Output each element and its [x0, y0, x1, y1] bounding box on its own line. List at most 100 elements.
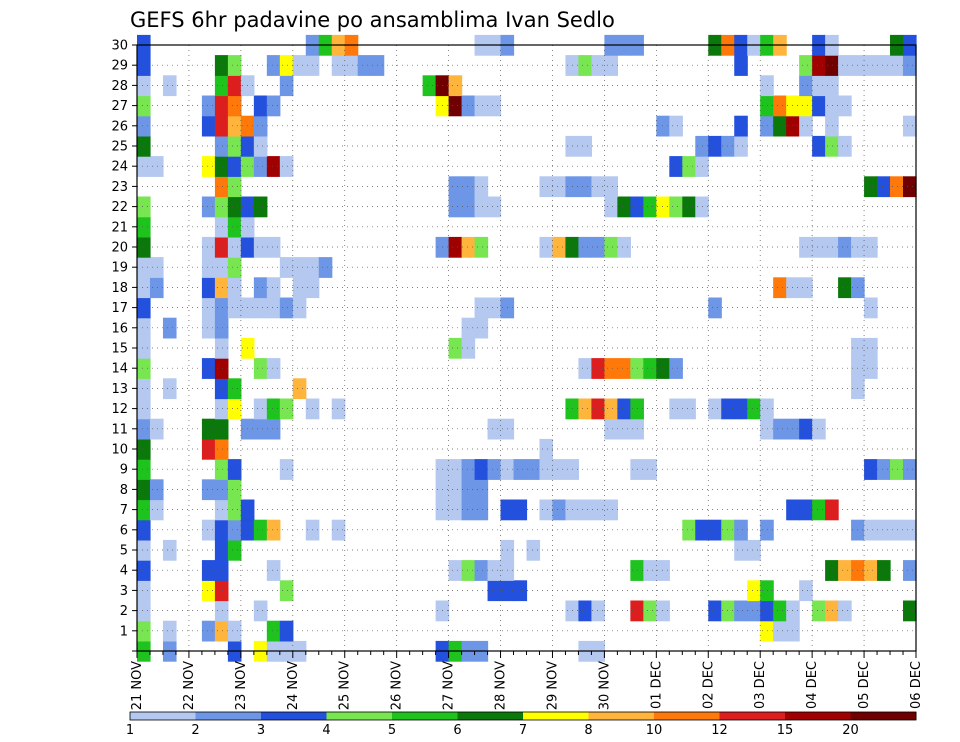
- heatmap-cell: [591, 499, 605, 521]
- heatmap-cell: [201, 277, 216, 299]
- heatmap-cell: [552, 499, 567, 521]
- heatmap-cell: [448, 75, 463, 97]
- heatmap-cell: [474, 499, 489, 521]
- colorbar-swatch: [326, 712, 393, 720]
- y-tick-label: 25: [111, 140, 128, 155]
- heatmap-cell: [253, 135, 268, 157]
- y-tick-label: 13: [111, 382, 128, 397]
- heatmap-cell: [760, 519, 774, 541]
- heatmap-cell: [201, 479, 216, 501]
- heatmap-cell: [227, 115, 242, 137]
- heatmap-cell: [448, 95, 463, 117]
- heatmap-cell: [279, 75, 294, 97]
- heatmap-cell: [137, 539, 151, 561]
- heatmap-cell: [137, 55, 151, 76]
- heatmap-cell: [513, 459, 528, 480]
- heatmap-cell: [461, 176, 476, 198]
- heatmap-cell: [137, 438, 151, 460]
- heatmap-cell: [461, 95, 476, 117]
- heatmap-cell: [344, 55, 359, 76]
- heatmap-cell: [656, 115, 670, 137]
- heatmap-cell: [604, 55, 618, 76]
- x-tick-label: 23 NOV: [234, 661, 249, 710]
- heatmap-cell: [318, 257, 333, 278]
- colorbar-swatch: [654, 712, 720, 720]
- x-tick-label: 29 NOV: [545, 661, 560, 710]
- heatmap-cell: [669, 156, 683, 177]
- heatmap-cell: [487, 196, 502, 218]
- heatmap-cell: [708, 398, 722, 420]
- y-tick-label: 26: [111, 119, 128, 134]
- heatmap-cell: [539, 236, 554, 258]
- heatmap-cell: [721, 135, 735, 157]
- heatmap-cell: [773, 418, 787, 440]
- heatmap-cell: [266, 398, 281, 420]
- heatmap-cell: [214, 317, 229, 339]
- heatmap-cell: [214, 337, 229, 359]
- heatmap-cell: [137, 378, 151, 400]
- heatmap-cell: [552, 236, 567, 258]
- heatmap-cell: [214, 418, 229, 440]
- colorbar-swatch: [588, 712, 655, 720]
- heatmap-cell: [214, 580, 229, 602]
- heatmap-cell: [227, 378, 242, 400]
- heatmap-cell: [214, 499, 229, 521]
- heatmap-cell: [227, 620, 242, 642]
- heatmap-cell: [201, 297, 216, 319]
- heatmap-cell: [214, 75, 229, 97]
- heatmap-cell: [864, 519, 878, 541]
- heatmap-cell: [799, 580, 813, 602]
- heatmap-cell: [201, 257, 216, 278]
- heatmap-cell: [747, 580, 761, 602]
- heatmap-cell: [214, 135, 229, 157]
- heatmap-cell: [487, 418, 502, 440]
- heatmap-cell: [838, 55, 852, 76]
- heatmap-cell: [682, 398, 696, 420]
- heatmap-cell: [214, 236, 229, 258]
- heatmap-cell: [682, 519, 696, 541]
- heatmap-cell: [864, 358, 878, 379]
- heatmap-cell: [266, 358, 281, 379]
- heatmap-cell: [721, 398, 735, 420]
- heatmap-cell: [227, 75, 242, 97]
- heatmap-cell: [578, 55, 593, 76]
- heatmap-cell: [890, 519, 904, 541]
- heatmap-cell: [487, 459, 502, 480]
- heatmap-cell: [474, 196, 489, 218]
- heatmap-cell: [214, 620, 229, 642]
- y-tick-label: 7: [120, 503, 128, 518]
- heatmap-cell: [838, 135, 852, 157]
- heatmap-cell: [227, 539, 242, 561]
- heatmap-cell: [903, 176, 917, 198]
- heatmap-cell: [292, 257, 307, 278]
- heatmap-cell: [604, 499, 618, 521]
- heatmap-cell: [149, 257, 164, 278]
- x-tick-label: 24 NOV: [286, 661, 301, 710]
- heatmap-cell: [825, 115, 839, 137]
- heatmap-cell: [227, 196, 242, 218]
- heatmap-cell: [617, 418, 631, 440]
- heatmap-cell: [266, 236, 281, 258]
- heatmap-cell: [279, 620, 294, 642]
- heatmap-cell: [331, 55, 346, 76]
- heatmap-cell: [799, 115, 813, 137]
- heatmap-cell: [137, 337, 151, 359]
- heatmap-cell: [591, 55, 605, 76]
- heatmap-cell: [591, 236, 605, 258]
- heatmap-cell: [201, 317, 216, 339]
- heatmap-cell: [799, 499, 813, 521]
- heatmap-cell: [812, 95, 826, 117]
- y-tick-label: 8: [120, 483, 128, 498]
- x-tick-label: 01 DEC: [649, 661, 664, 709]
- colorbar-swatch: [719, 712, 786, 720]
- heatmap-cell: [877, 560, 891, 581]
- y-tick-label: 14: [111, 362, 128, 377]
- colorbar-swatch: [850, 712, 917, 720]
- heatmap-cell: [137, 620, 151, 642]
- heatmap-cell: [201, 438, 216, 460]
- heatmap-cell: [604, 196, 618, 218]
- heatmap-cell: [474, 479, 489, 501]
- colorbar-label: 3: [257, 723, 265, 738]
- heatmap-cell: [578, 499, 593, 521]
- heatmap-cell: [253, 196, 268, 218]
